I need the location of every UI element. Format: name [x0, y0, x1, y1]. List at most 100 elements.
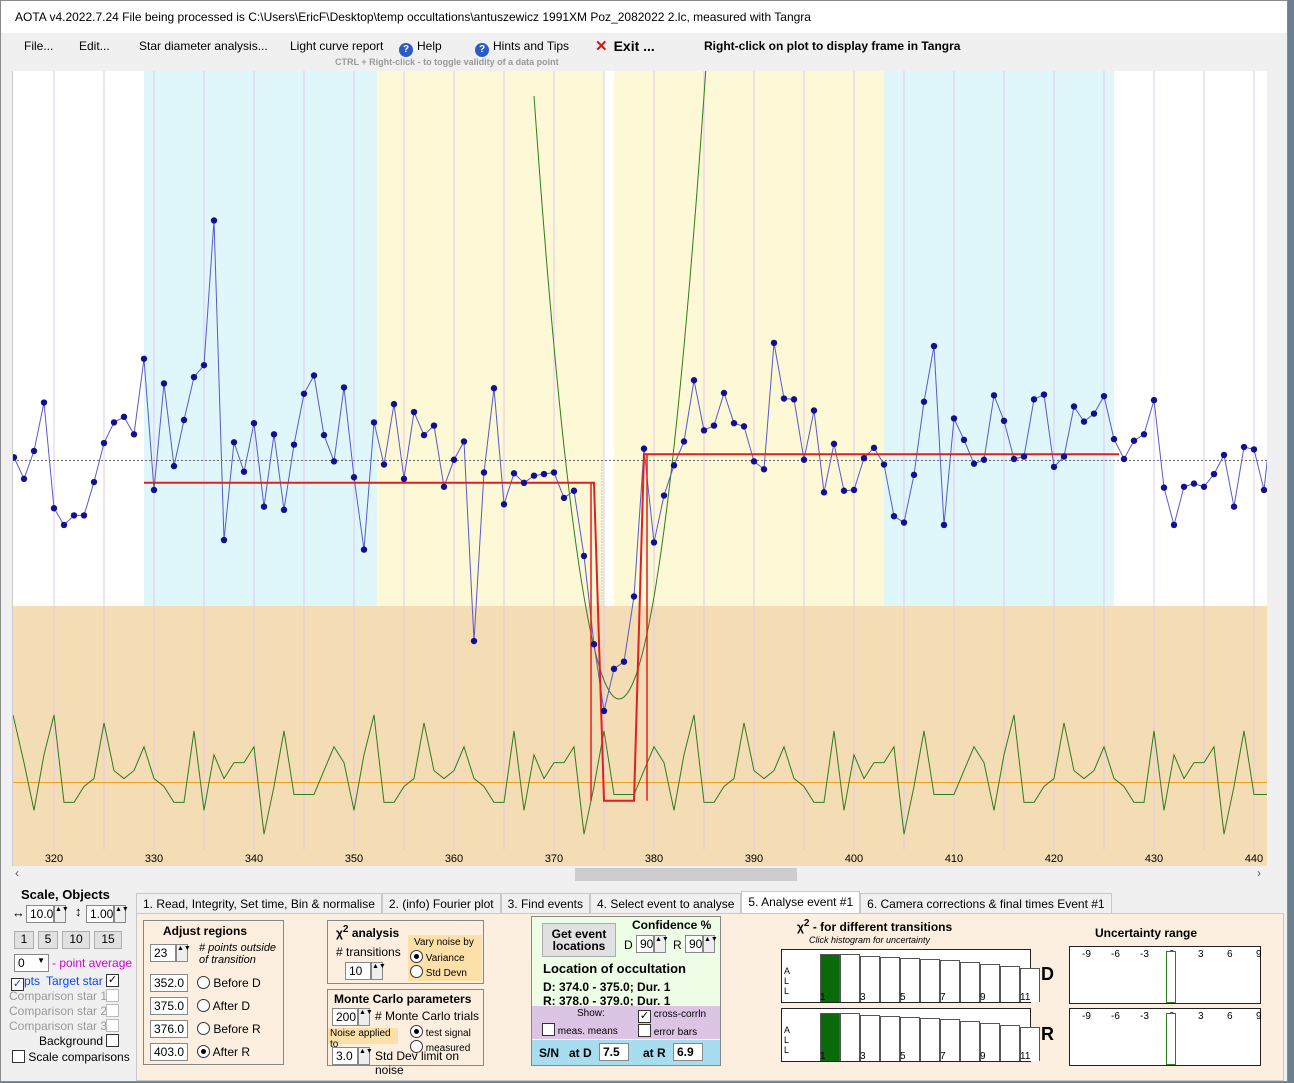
menu-exit[interactable]: ✕ Exit ...: [595, 37, 655, 55]
tab-fourier[interactable]: 2. (info) Fourier plot: [381, 893, 501, 913]
points-outside-spinner[interactable]: ▲▼: [176, 944, 191, 962]
scale-15-button[interactable]: 15: [94, 931, 122, 949]
get-event-locations-button[interactable]: Get event locations: [542, 923, 616, 957]
d-histogram[interactable]: A L L 1 3 5 7 9 11: [781, 949, 1040, 1003]
histogram-bar[interactable]: [900, 1017, 920, 1061]
trials-input[interactable]: 200: [332, 1008, 358, 1026]
menu-help[interactable]: ? Help: [399, 39, 442, 57]
light-curve-svg[interactable]: 320 330 340 350 360 370 380 390 400 410 420 430 440: [13, 71, 1267, 866]
comparison-star-1-checkbox[interactable]: [106, 989, 119, 1002]
tab-find-events[interactable]: 3. Find events: [500, 893, 590, 913]
histogram-bar[interactable]: [940, 960, 960, 1002]
trials-spinner[interactable]: ▲▼: [358, 1008, 373, 1026]
scale-10-button[interactable]: 10: [62, 931, 90, 949]
histogram-bar[interactable]: [880, 957, 900, 1002]
data-point: [280, 506, 288, 514]
scale-v-spinner[interactable]: ▲▼: [114, 905, 129, 923]
before-d-input[interactable]: 352.0: [150, 974, 188, 992]
transitions-input[interactable]: 10: [345, 962, 371, 980]
scale-5-button[interactable]: 5: [38, 931, 58, 949]
histogram-bar[interactable]: [840, 954, 860, 1002]
light-curve-plot[interactable]: 320 330 340 350 360 370 380 390 400 410 420 430 440: [12, 71, 1267, 866]
scale-h-spinner[interactable]: ▲▼: [54, 905, 69, 923]
meas-means-checkbox[interactable]: meas. means: [542, 1023, 618, 1037]
d-confidence-spinner[interactable]: ▲▼: [654, 935, 669, 953]
histogram-bar[interactable]: [820, 954, 840, 1002]
histogram-bar[interactable]: [820, 1013, 840, 1061]
before-r-input[interactable]: 376.0: [150, 1020, 188, 1038]
scroll-left-icon[interactable]: ‹: [15, 866, 19, 880]
vertical-arrow-icon: ↕: [75, 904, 82, 919]
point-average-select[interactable]: 0 ▼: [14, 954, 49, 972]
histogram-bar[interactable]: [860, 1015, 880, 1061]
scale-v-input[interactable]: 1.00: [86, 905, 114, 923]
cross-corrln-checkbox[interactable]: ✓ cross-corrln: [638, 1009, 706, 1023]
after-r-radio[interactable]: After R: [197, 1045, 250, 1059]
menu-file[interactable]: File...: [24, 39, 54, 53]
variance-radio[interactable]: Variance: [410, 950, 465, 964]
tab-select-event[interactable]: 4. Select event to analyse: [589, 893, 742, 913]
scale-comparisons-checkbox[interactable]: Scale comparisons: [12, 1050, 130, 1064]
histogram-bar[interactable]: [900, 958, 920, 1002]
stddev-label: Std Devn: [425, 968, 467, 979]
histogram-bar[interactable]: [960, 1020, 980, 1061]
sd-limit-spinner[interactable]: ▲▼: [358, 1047, 373, 1065]
menu-edit[interactable]: Edit...: [79, 39, 110, 53]
tab-analyse-event[interactable]: 5. Analyse event #1: [741, 891, 861, 913]
hints-help-icon: ?: [475, 43, 489, 57]
histogram-bar[interactable]: [1020, 967, 1040, 1002]
scale-1-button[interactable]: 1: [14, 931, 34, 949]
histogram-bar[interactable]: [880, 1016, 900, 1061]
data-point: [980, 456, 988, 463]
comparison-star-2-checkbox[interactable]: [106, 1004, 119, 1017]
scroll-right-icon[interactable]: ›: [1257, 866, 1261, 880]
histogram-bar[interactable]: [840, 1013, 860, 1061]
points-outside-input[interactable]: 23: [150, 944, 176, 962]
histogram-bar[interactable]: [920, 959, 940, 1002]
analyse-panel: Adjust regions 23 ▲▼ # points outside of…: [136, 913, 1284, 1081]
pts-checkbox[interactable]: ✓ pts: [11, 974, 40, 991]
measured-radio[interactable]: measured: [410, 1040, 470, 1054]
data-point: [730, 419, 738, 427]
menu-star-diameter[interactable]: Star diameter analysis...: [139, 39, 268, 53]
plot-horizontal-scrollbar[interactable]: ‹ ›: [12, 866, 1267, 883]
r-confidence-input[interactable]: 90: [685, 935, 703, 953]
histogram-bar[interactable]: [1000, 1024, 1020, 1061]
histogram-bar[interactable]: [1000, 965, 1020, 1002]
histogram-bar[interactable]: [940, 1019, 960, 1061]
data-point: [1050, 463, 1058, 471]
x-tick-label: 430: [1145, 853, 1163, 865]
before-d-radio[interactable]: Before D: [197, 976, 261, 990]
error-bars-checkbox[interactable]: error bars: [638, 1024, 697, 1038]
data-point: [70, 512, 78, 519]
after-r-input[interactable]: 403.0: [150, 1043, 188, 1061]
test-signal-radio[interactable]: test signal: [410, 1025, 471, 1039]
after-d-input[interactable]: 375.0: [150, 997, 188, 1015]
data-point: [130, 431, 138, 438]
uncertainty-tick-label: 3: [1198, 1011, 1204, 1022]
histogram-bar[interactable]: [1020, 1026, 1040, 1061]
before-r-radio[interactable]: Before R: [197, 1022, 261, 1036]
tab-read[interactable]: 1. Read, Integrity, Set time, Bin & norm…: [136, 893, 382, 913]
histogram-bar[interactable]: [980, 1022, 1000, 1061]
histogram-bar[interactable]: [960, 961, 980, 1002]
r-confidence-spinner[interactable]: ▲▼: [703, 935, 718, 953]
histogram-bar[interactable]: [980, 963, 1000, 1002]
after-d-radio[interactable]: After D: [197, 999, 250, 1013]
d-confidence-input[interactable]: 90: [636, 935, 654, 953]
r-histogram[interactable]: A L L 1 3 5 7 9 11: [781, 1008, 1040, 1062]
histogram-bar[interactable]: [920, 1018, 940, 1061]
background-checkbox[interactable]: [106, 1034, 119, 1047]
scroll-thumb[interactable]: [575, 868, 797, 881]
menu-light-curve-report[interactable]: Light curve report: [290, 39, 384, 53]
histogram-bar[interactable]: [860, 956, 880, 1002]
sd-limit-input[interactable]: 3.0: [332, 1047, 358, 1065]
tab-camera-corrections[interactable]: 6. Camera corrections & final times Even…: [860, 893, 1112, 913]
scale-h-input[interactable]: 10.0: [26, 905, 54, 923]
histogram-x-label: 5: [900, 1051, 906, 1062]
comparison-star-3-checkbox[interactable]: [106, 1019, 119, 1032]
menu-hints[interactable]: ? Hints and Tips: [475, 39, 569, 57]
target-star-checkbox[interactable]: ✓: [106, 974, 119, 987]
transitions-spinner[interactable]: ▲▼: [371, 962, 386, 980]
stddev-radio[interactable]: Std Devn: [410, 965, 467, 979]
